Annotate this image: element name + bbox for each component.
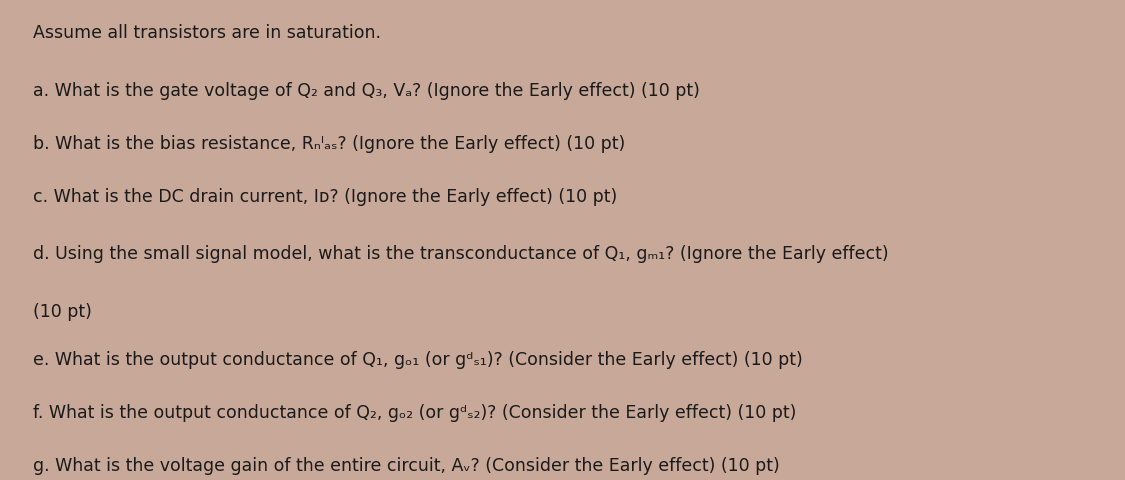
Text: Assume all transistors are in saturation.: Assume all transistors are in saturation… [34,24,381,42]
Text: g. What is the voltage gain of the entire circuit, Aᵥ? (Consider the Early effec: g. What is the voltage gain of the entir… [34,456,781,474]
Text: f. What is the output conductance of Q₂, gₒ₂ (or gᵈₛ₂)? (Consider the Early effe: f. What is the output conductance of Q₂,… [34,403,796,421]
Text: (10 pt): (10 pt) [34,302,92,320]
Text: a. What is the gate voltage of Q₂ and Q₃, Vₐ? (Ignore the Early effect) (10 pt): a. What is the gate voltage of Q₂ and Q₃… [34,82,701,99]
Text: c. What is the DC drain current, Iᴅ? (Ignore the Early effect) (10 pt): c. What is the DC drain current, Iᴅ? (Ig… [34,187,618,205]
Text: b. What is the bias resistance, Rₙᴵₐₛ? (Ignore the Early effect) (10 pt): b. What is the bias resistance, Rₙᴵₐₛ? (… [34,134,626,152]
Text: e. What is the output conductance of Q₁, gₒ₁ (or gᵈₛ₁)? (Consider the Early effe: e. What is the output conductance of Q₁,… [34,350,803,368]
Text: d. Using the small signal model, what is the transconductance of Q₁, gₘ₁? (Ignor: d. Using the small signal model, what is… [34,245,889,263]
